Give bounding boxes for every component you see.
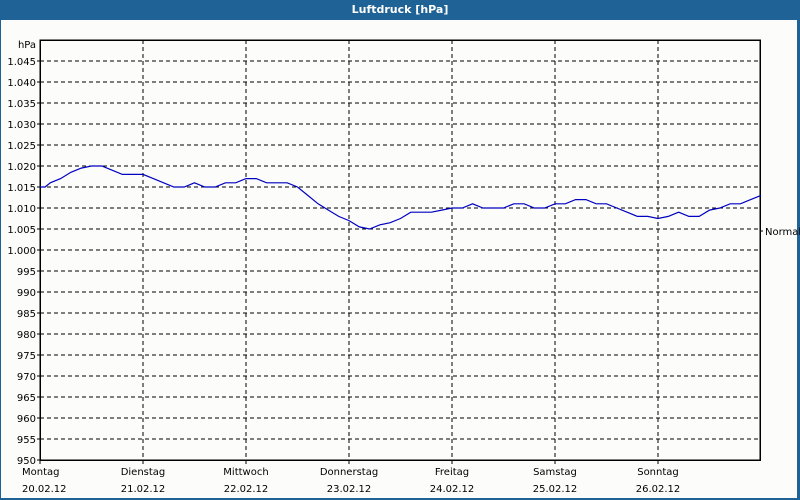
y-tick-label: 990 [17,288,36,299]
y-axis-label: hPa [18,40,36,51]
pressure-line [40,165,762,230]
y-tick-label: 1.045 [7,57,36,68]
y-tick-label: 985 [17,309,36,320]
x-tick-day: Donnerstag [320,467,378,478]
normal-label: Normal [765,227,800,238]
x-tick-date: 23.02.12 [327,484,372,495]
x-tick-day: Sonntag [637,467,679,478]
x-tick-date: 20.02.12 [22,484,67,495]
y-tick-label: 975 [17,351,36,362]
plot-frame [39,39,761,461]
y-tick-label: 950 [17,456,36,467]
y-tick-label: 1.030 [7,120,36,131]
y-tick-label: 1.020 [7,162,36,173]
x-tick-date: 25.02.12 [533,484,578,495]
y-tick-label: 1.025 [7,141,36,152]
x-tick-day: Montag [22,467,59,478]
x-tick-date: 21.02.12 [121,484,166,495]
x-tick-day: Dienstag [121,467,166,478]
x-tick-date: 24.02.12 [430,484,475,495]
y-tick-label: 1.005 [7,225,36,236]
y-tick-label: 965 [17,393,36,404]
x-tick-date: 22.02.12 [224,484,269,495]
y-tick-label: 995 [17,267,36,278]
y-tick-label: 1.000 [7,246,36,257]
x-tick-date: 26.02.12 [636,484,681,495]
y-tick-label: 955 [17,435,36,446]
x-tick-day: Freitag [435,467,469,478]
y-tick-label: 1.010 [7,204,36,215]
x-tick-day: Samstag [533,467,577,478]
y-tick-label: 1.035 [7,99,36,110]
y-tick-label: 960 [17,414,36,425]
window-title: Luftdruck [hPa] [351,3,449,16]
x-tick-day: Mittwoch [223,467,268,478]
y-tick-label: 1.040 [7,78,36,89]
y-tick-label: 970 [17,372,36,383]
y-tick-label: 1.015 [7,183,36,194]
y-tick-label: 980 [17,330,36,341]
